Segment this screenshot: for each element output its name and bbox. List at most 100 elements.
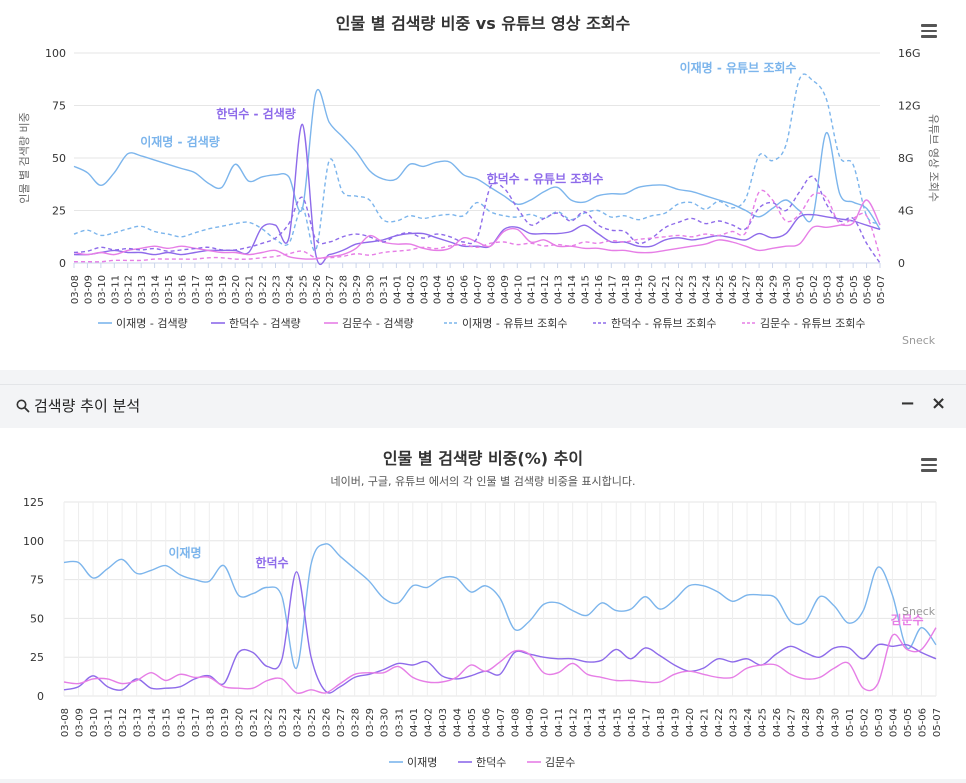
x-tick-label: 04-28 (801, 708, 812, 737)
x-tick-label: 04-22 (675, 275, 686, 304)
chart-menu-button[interactable] (921, 458, 937, 472)
x-tick-label: 04-25 (758, 708, 769, 737)
x-tick-label: 04-19 (670, 708, 681, 737)
x-tick-label: 04-13 (554, 275, 565, 304)
series-line-5[interactable] (73, 175, 881, 264)
x-tick-label: 03-30 (366, 275, 377, 304)
x-tick-label: 04-22 (714, 708, 725, 737)
x-tick-label: 05-04 (888, 708, 899, 737)
x-tick-label: 03-27 (336, 708, 347, 737)
x-tick-label: 04-18 (621, 275, 632, 304)
x-tick-label: 03-17 (191, 708, 202, 737)
legend-item[interactable]: 한덕수 - 유튜브 조회수 (611, 317, 717, 330)
annotation-han-search: 한덕수 - 검색량 (216, 106, 296, 121)
y-tick-label: 25 (30, 651, 44, 664)
legend: 이재명 - 검색량 한덕수 - 검색량 김문수 - 검색량 이재명 - 유튜브 조회수… (98, 317, 866, 330)
left-axis-label: 인물 별 검색량 비중 (18, 112, 31, 203)
x-tick-label: 05-04 (836, 275, 847, 304)
x-tick-label: 03-13 (137, 275, 148, 304)
x-tick-label: 03-16 (176, 708, 187, 737)
credit-label: Sneck (902, 605, 936, 618)
x-tick-label: 04-21 (699, 708, 710, 737)
series-line-3[interactable] (63, 627, 937, 694)
x-tick-label: 04-24 (701, 275, 712, 304)
x-tick-label: 03-29 (365, 708, 376, 737)
x-tick-label: 04-21 (661, 275, 672, 304)
x-tick-label: 04-06 (460, 275, 471, 304)
legend-item[interactable]: 김문수 - 유튜브 조회수 (760, 317, 866, 330)
x-tick-label: 04-12 (569, 708, 580, 737)
chart-card-youtube-vs-search: 인물 별 검색량 비중 vs 유튜브 영상 조회수 100 75 50 25 0 16G… (0, 0, 966, 370)
left-tick-label: 50 (52, 152, 66, 165)
legend-item[interactable]: 김문수 (545, 756, 575, 769)
legend-item[interactable]: 이재명 - 검색량 (116, 317, 188, 330)
y-tick-label: 125 (23, 496, 44, 509)
x-tick-label: 04-09 (525, 708, 536, 737)
x-tick-label: 05-02 (809, 275, 820, 304)
legend-item[interactable]: 김문수 - 검색량 (342, 317, 414, 330)
annotation-han-youtube: 한덕수 - 유튜브 조회수 (487, 171, 604, 186)
x-tick-label: 03-28 (351, 708, 362, 737)
x-tick-label: 04-02 (423, 708, 434, 737)
series-group (63, 543, 937, 694)
right-tick-label: 16G (898, 47, 921, 60)
series-line-3[interactable] (73, 199, 881, 260)
x-tick-label: 03-08 (60, 708, 71, 737)
x-tick-label: 04-12 (540, 275, 551, 304)
x-tick-label: 03-13 (133, 708, 144, 737)
chart-menu-button[interactable] (921, 24, 937, 38)
x-tick-label: 03-11 (104, 708, 115, 737)
minimize-button[interactable]: − (900, 393, 916, 414)
panel-title: 검색량 추이 분석 (16, 395, 140, 416)
chart-title: 인물 별 검색량 비중(%) 추이 (383, 449, 583, 468)
right-tick-label: 12G (898, 100, 921, 113)
legend-item[interactable]: 이재명 (407, 756, 437, 769)
series-line-1[interactable] (73, 89, 881, 230)
x-tick-label: 05-03 (874, 708, 885, 737)
x-tick-label: 05-05 (849, 275, 860, 304)
series-line-2[interactable] (63, 571, 937, 694)
left-tick-label: 75 (52, 100, 66, 113)
y-axis-ticks: 125 100 75 50 25 0 (23, 496, 44, 703)
x-tick-label: 04-30 (782, 275, 793, 304)
x-tick-label: 04-29 (816, 708, 827, 737)
x-tick-label: 04-20 (648, 275, 659, 304)
x-tick-label: 03-23 (278, 708, 289, 737)
series-line-1[interactable] (63, 543, 937, 669)
series-line-4[interactable] (73, 73, 881, 252)
x-tick-label: 05-06 (917, 708, 928, 737)
x-tick-label: 04-15 (580, 275, 591, 304)
x-tick-label: 04-10 (513, 275, 524, 304)
legend-item[interactable]: 이재명 - 유튜브 조회수 (462, 317, 568, 330)
chart-title: 인물 별 검색량 비중 vs 유튜브 영상 조회수 (336, 14, 631, 33)
x-tick-label: 05-05 (903, 708, 914, 737)
chart-subtitle: 네이버, 구글, 유튜브 에서의 각 인물 별 검색량 비중을 표시합니다. (330, 475, 635, 488)
legend-item[interactable]: 한덕수 (476, 756, 506, 769)
x-tick-label: 03-21 (249, 708, 260, 737)
x-tick-label: 03-09 (83, 275, 94, 304)
panel-title-text: 검색량 추이 분석 (34, 397, 141, 415)
series-line-6[interactable] (73, 189, 881, 263)
x-tick-label: 05-06 (863, 275, 874, 304)
x-tick-label: 04-16 (594, 275, 605, 304)
left-tick-label: 100 (45, 47, 66, 60)
x-tick-label: 03-19 (218, 275, 229, 304)
x-tick-label: 03-24 (293, 708, 304, 737)
x-tick-label: 04-28 (755, 275, 766, 304)
x-tick-label: 04-02 (406, 275, 417, 304)
x-tick-label: 03-11 (110, 275, 121, 304)
annotation-lee-search: 이재명 - 검색량 (140, 134, 220, 149)
close-button[interactable]: × (931, 393, 947, 414)
left-tick-label: 0 (59, 257, 66, 270)
x-tick-label: 05-02 (859, 708, 870, 737)
legend-item[interactable]: 한덕수 - 검색량 (229, 317, 301, 330)
x-tick-label: 04-23 (688, 275, 699, 304)
right-axis-ticks: 16G 12G 8G 4G 0 (898, 47, 921, 270)
panel-header: 검색량 추이 분석 − × (0, 384, 966, 427)
x-tick-label: 04-07 (473, 275, 484, 304)
x-tick-label: 03-21 (245, 275, 256, 304)
x-tick-label: 03-18 (204, 275, 215, 304)
chart-search-trend: 인물 별 검색량 비중(%) 추이 네이버, 구글, 유튜브 에서의 각 인물 … (23, 449, 943, 769)
x-tick-label: 04-04 (433, 275, 444, 304)
y-tick-label: 50 (30, 612, 44, 625)
